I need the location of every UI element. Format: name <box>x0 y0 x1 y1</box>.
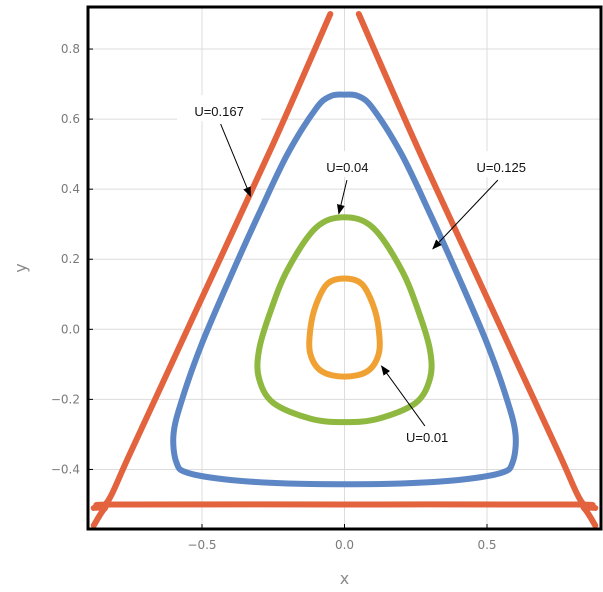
y-tick-label: 0.4 <box>61 182 80 196</box>
annotation-arrow <box>380 365 426 427</box>
annotation-box <box>305 151 390 178</box>
annotation-box <box>177 95 262 122</box>
annotation-box <box>385 420 470 447</box>
contour-u-0-167-segment <box>355 11 599 511</box>
y-tick-label: −0.4 <box>51 462 80 476</box>
annotation-arrow <box>220 123 251 198</box>
contour-u-0-167-segment <box>90 11 334 511</box>
tick-labels: −0.5 0.0 0.5 −0.4 −0.2 0.0 0.2 0.4 0.6 0.8 <box>51 42 497 552</box>
annotation-box <box>459 151 544 178</box>
annotations: U=0.167 U=0.04 U=0.125 U=0.01 <box>177 95 544 447</box>
annotation-label-u-0-125: U=0.125 <box>476 160 526 175</box>
annotation-arrow <box>432 179 499 250</box>
contour-u-0-01 <box>306 275 383 380</box>
y-axis-label: y <box>11 263 30 272</box>
grid-lines <box>88 7 601 529</box>
y-tick-label: 0.6 <box>61 112 80 126</box>
contour-curves <box>90 11 599 529</box>
x-axis-label: x <box>340 569 349 588</box>
annotation-label-u-0-01: U=0.01 <box>406 430 448 445</box>
y-tick-label: 0.0 <box>61 322 80 336</box>
contour-u-0-04 <box>254 214 435 426</box>
x-tick-label: 0.0 <box>335 538 354 552</box>
contour-u-0-167-segment <box>90 501 599 529</box>
y-tick-label: −0.2 <box>51 392 80 406</box>
x-tick-label: −0.5 <box>187 538 216 552</box>
annotation-arrow <box>337 180 348 215</box>
contour-u-0-125 <box>170 91 519 488</box>
y-tick-label: 0.2 <box>61 252 80 266</box>
y-tick-label: 0.8 <box>61 42 80 56</box>
annotation-label-u-0-04: U=0.04 <box>326 160 368 175</box>
annotation-label-u-0-167: U=0.167 <box>194 104 244 119</box>
x-tick-label: 0.5 <box>477 538 496 552</box>
